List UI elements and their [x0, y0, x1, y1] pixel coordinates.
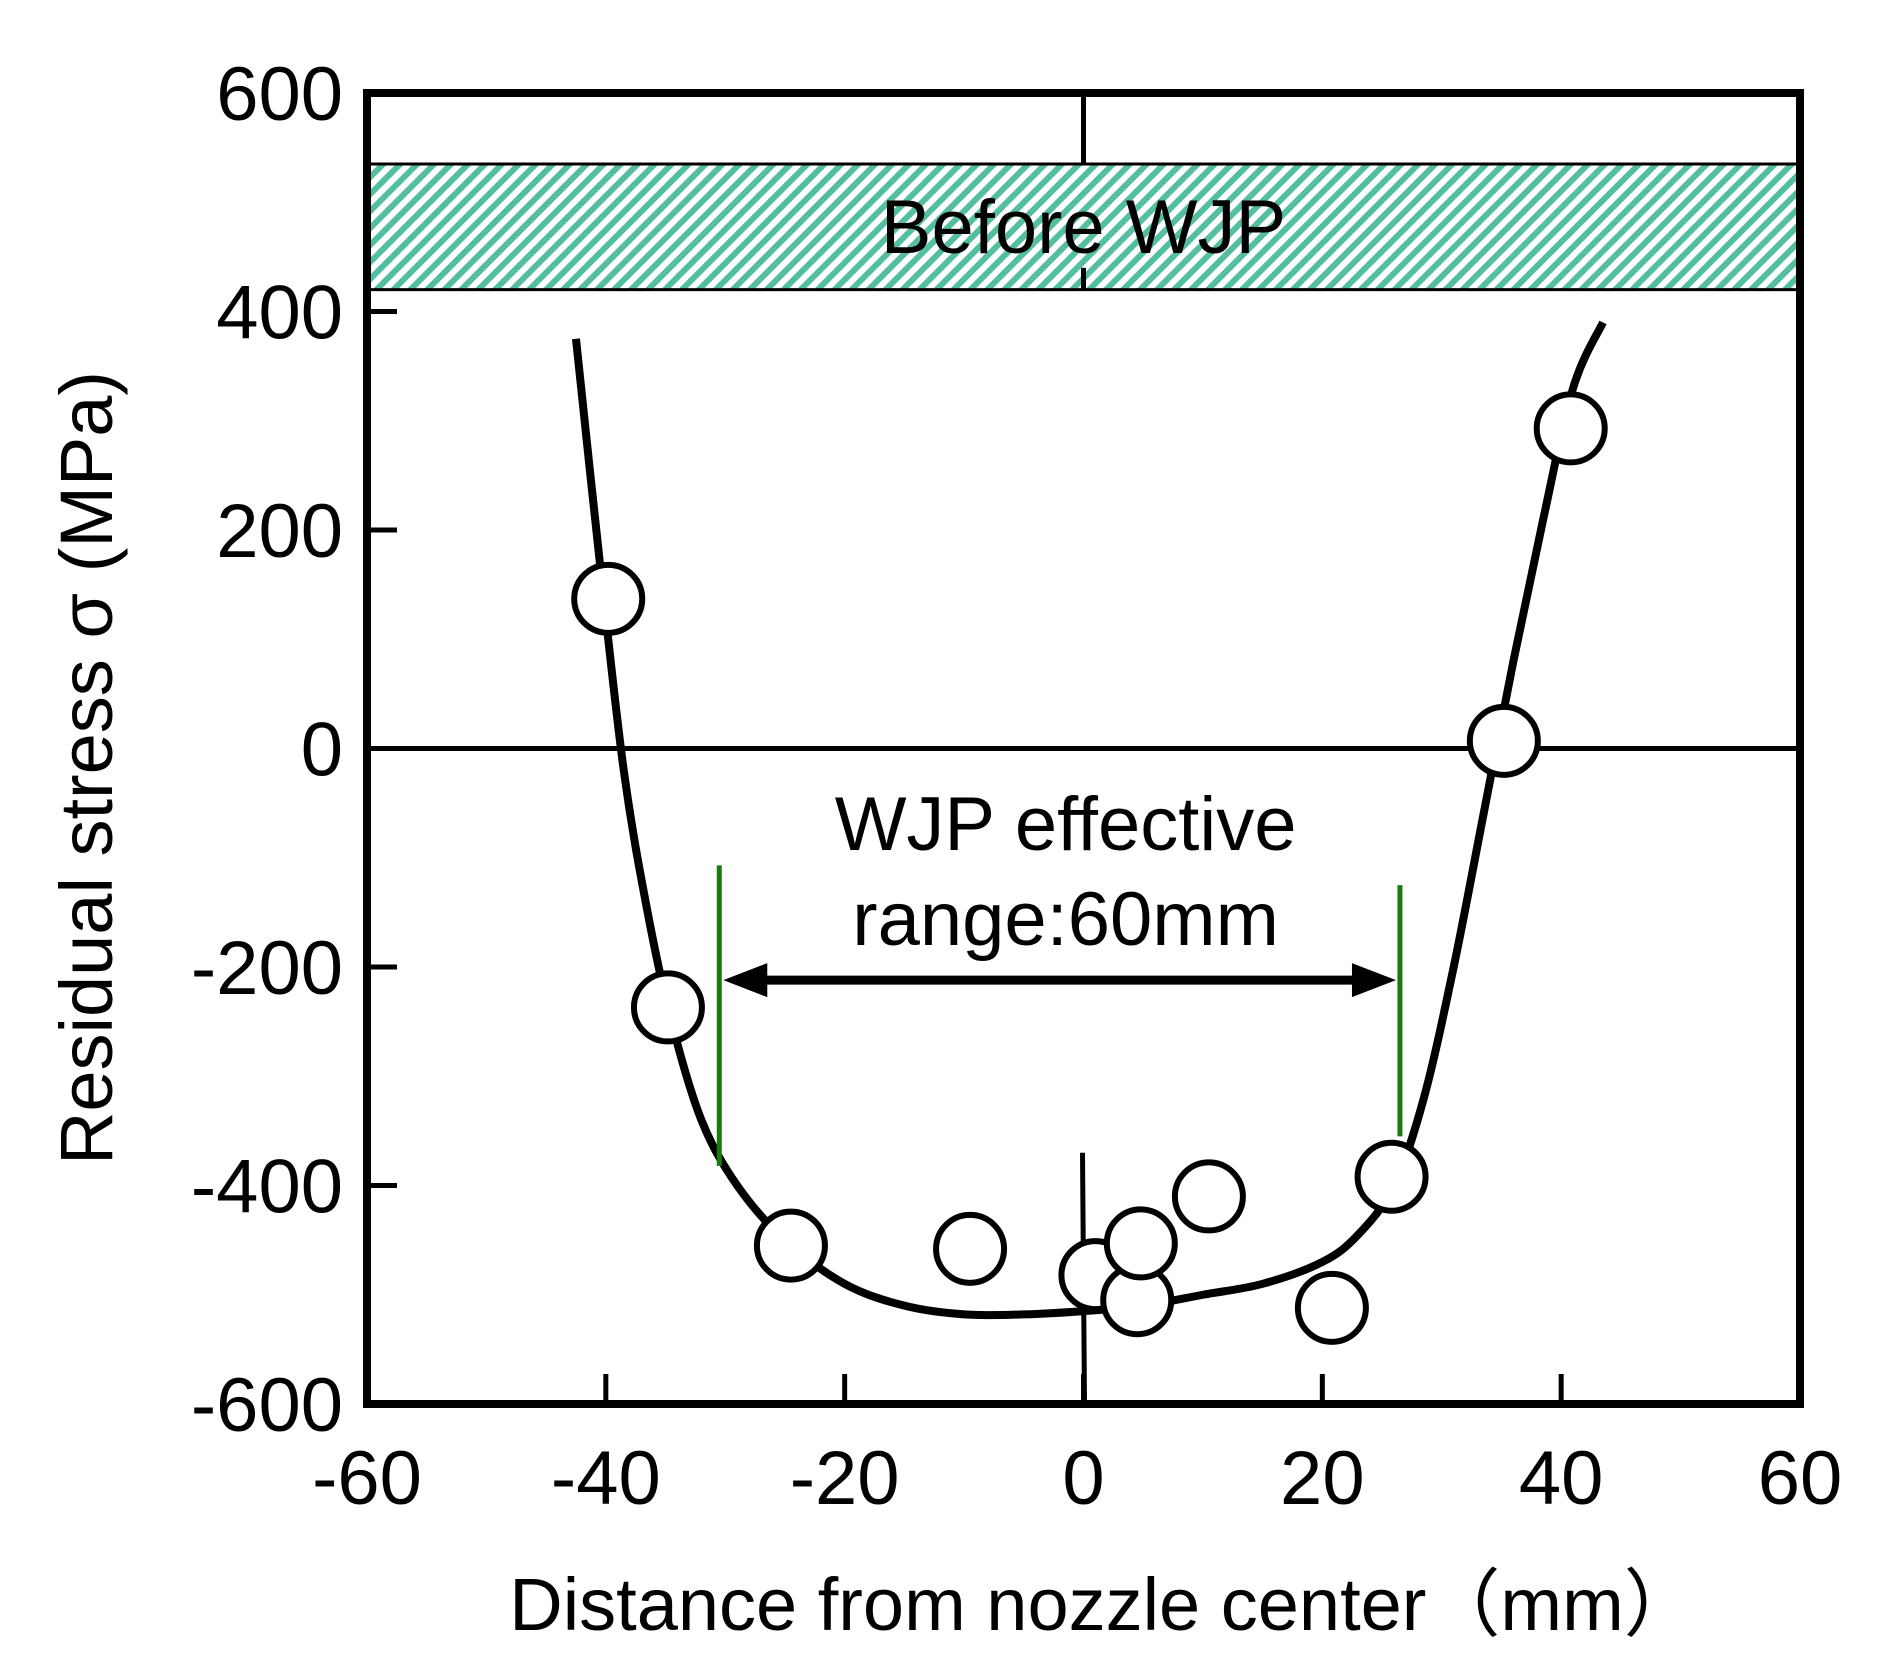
y-tick-label: 0	[301, 708, 343, 793]
effective-range-label-line1: WJP effective	[835, 782, 1297, 867]
x-tick-label: 40	[1519, 1436, 1604, 1521]
data-point	[571, 561, 646, 636]
y-tick-label: -600	[191, 1363, 343, 1448]
range-arrow-head-right	[1351, 963, 1396, 998]
data-point	[1533, 391, 1608, 466]
x-tick-label: -40	[551, 1436, 661, 1521]
data-point	[1171, 1159, 1246, 1234]
x-tick-label: 0	[1062, 1436, 1104, 1521]
x-tick-label: 20	[1280, 1436, 1365, 1521]
data-point	[753, 1208, 828, 1283]
data-point	[1103, 1206, 1178, 1281]
y-tick-label: 600	[216, 52, 343, 137]
x-tick-label: -60	[312, 1436, 422, 1521]
data-point	[630, 970, 705, 1045]
data-point	[1294, 1270, 1369, 1345]
effective-range-label-line2: range:60mm	[852, 877, 1279, 962]
y-tick-label: -200	[191, 926, 343, 1011]
y-tick-label: 200	[216, 489, 343, 574]
y-tick-label: -400	[191, 1145, 343, 1230]
data-point	[1354, 1139, 1429, 1214]
y-axis-title: Residual stress σ (MPa)	[45, 371, 128, 1165]
data-point	[933, 1211, 1008, 1286]
x-tick-label: 60	[1758, 1436, 1843, 1521]
data-point	[1466, 703, 1541, 778]
before-wjp-label: Before WJP	[881, 185, 1286, 270]
range-arrow-head-left	[723, 963, 768, 998]
y-tick-label: 400	[216, 271, 343, 356]
x-axis-title: Distance from nozzle center（mm）	[509, 1563, 1697, 1646]
x-tick-label: -20	[790, 1436, 900, 1521]
